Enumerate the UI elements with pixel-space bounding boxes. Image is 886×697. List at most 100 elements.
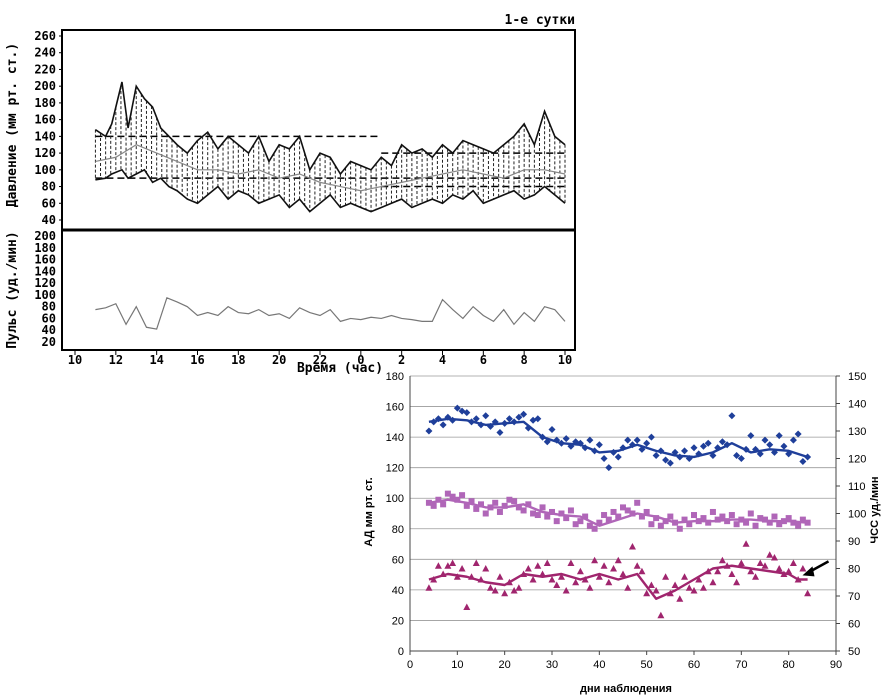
chart-2-arrow-head [802,566,815,577]
chart-1-pressure-tick-label: 60 [42,196,56,210]
chart-2-diastolic-point [511,498,518,505]
chart-2-diastolic-point [719,513,726,520]
chart-2-diastolic-point [444,490,451,497]
chart-2-pulse-point [482,565,490,572]
chart-2-diastolic-point [577,518,584,525]
chart-2-pulse-point [529,576,537,583]
chart-2-left-tick-label: 100 [386,493,404,505]
chart-1-x-axis-label: Время (час) [297,361,383,376]
chart-1-x-tick-label: 16 [190,353,204,367]
chart-1-x-tick-label: 0 [357,353,364,367]
chart-1-x-tick-label: 18 [231,353,245,367]
chart-2-diastolic-point [686,521,693,528]
chart-2-diastolic-point [653,515,660,522]
chart-1-pressure-tick-label: 120 [34,146,56,160]
chart-2-systolic-point [595,441,603,449]
chart-2-pulse-point [548,576,556,583]
chart-2-diastolic-point [454,496,461,503]
chart-2-left-axis-label: АД мм рт. ст. [363,477,375,546]
chart-2-systolic-point [780,442,788,450]
chart-2-pulse-point [534,562,542,569]
chart-2-diastolic-point [515,504,522,511]
chart-2-pulse-point [472,559,480,566]
chart-1-pressure-tick-label: 100 [34,163,56,177]
chart-2-diastolic-point [534,512,541,519]
chart-2-pulse-point [572,578,580,586]
chart-2-diastolic-point [586,522,593,529]
chart-1-pressure-tick-label: 160 [34,113,56,127]
chart-2-diastolic-point [624,507,631,514]
chart-1-pressure-tick-label: 80 [42,180,56,194]
chart-2-pulse-point [728,570,736,577]
chart-2-x-tick-label: 90 [830,659,842,671]
chart-1-pressure-tick-label: 260 [34,29,56,43]
chart-2-diastolic-point [463,502,470,509]
chart-2-pulse-point [695,576,703,583]
chart-2-diastolic-point [553,518,560,525]
chart-2-pulse-point [709,578,717,586]
chart-2-systolic-point [789,436,797,444]
chart-2-systolic-point [463,409,471,417]
chart-2-systolic-point [662,456,670,464]
chart-1-x-tick-label: 12 [109,353,123,367]
chart-1-diastolic-line [95,168,566,213]
chart-2-left-tick-label: 60 [392,554,404,566]
chart-2-diastolic-point [620,504,626,511]
chart-2-systolic-point [766,441,774,449]
chart-2-systolic-point [647,433,655,441]
chart-2-diastolic-point [473,505,480,512]
chart-2-diastolic-point [662,518,669,525]
chart-2-pulse-point [699,584,707,591]
chart-2-diastolic-point [752,522,759,529]
chart-2-pulse-point [491,587,499,594]
chart-2-pulse-point [752,573,760,580]
chart-2-systolic-point [496,429,504,437]
chart-2-systolic-point [775,432,783,440]
chart-2-diastolic-point [468,498,475,505]
chart-2-long-term-observation: дни наблюдения АД мм рт. ст. ЧСС уд./мин… [363,371,881,695]
chart-2-diastolic-point [496,508,503,515]
chart-1-x-tick-label: 10 [558,353,572,367]
chart-2-diastolic-point [747,510,754,517]
chart-2-diastolic-point [785,515,792,522]
chart-2-diastolic-point [681,516,688,523]
chart-2-pulse-point [557,573,565,580]
chart-2-systolic-point [704,439,712,447]
chart-2-pulse-point [624,584,632,591]
chart-2-x-tick-label: 30 [546,659,558,671]
chart-2-diastolic-point [634,499,641,506]
chart-2-diastolic-point [643,508,650,515]
chart-2-systolic-point [515,413,523,421]
chart-2-diastolic-point [629,510,636,517]
chart-2-diastolic-point [582,513,589,520]
chart-2-x-tick-label: 80 [783,659,795,671]
chart-2-pulse-point [770,554,778,561]
chart-2-diastolic-point [648,521,655,528]
chart-2-systolic-point [799,458,807,466]
chart-2-diastolic-point [506,496,513,503]
chart-2-systolic-point [562,435,570,443]
chart-2-pulse-point [761,562,769,569]
chart-2-diastolic-point [567,507,574,514]
chart-2-pulse-point [718,556,726,564]
chart-2-pulse-point [799,565,807,572]
chart-2-diastolic-trend-line [428,498,808,527]
chart-2-diastolic-point [676,525,683,532]
chart-2-left-tick-label: 80 [392,524,404,536]
chart-2-pulse-point [449,559,457,566]
chart-2-systolic-point [534,415,542,423]
chart-2-systolic-point [425,427,433,435]
chart-2-right-axis-label: ЧСС уд./мин [869,476,881,543]
chart-2-diastolic-point [700,515,707,522]
chart-1-x-tick-label: 22 [313,353,327,367]
chart-2-systolic-point [794,430,802,438]
chart-1-x-tick-label: 20 [272,353,286,367]
chart-2-diastolic-point [549,508,555,515]
chart-2-diastolic-point [430,502,437,509]
chart-2-diastolic-point [605,516,612,523]
chart-2-right-tick-label: 80 [848,564,860,576]
chart-2-systolic-point [643,439,651,447]
chart-2-x-tick-label: 50 [641,659,653,671]
chart-1-pulse-tick-label: 120 [34,276,56,290]
